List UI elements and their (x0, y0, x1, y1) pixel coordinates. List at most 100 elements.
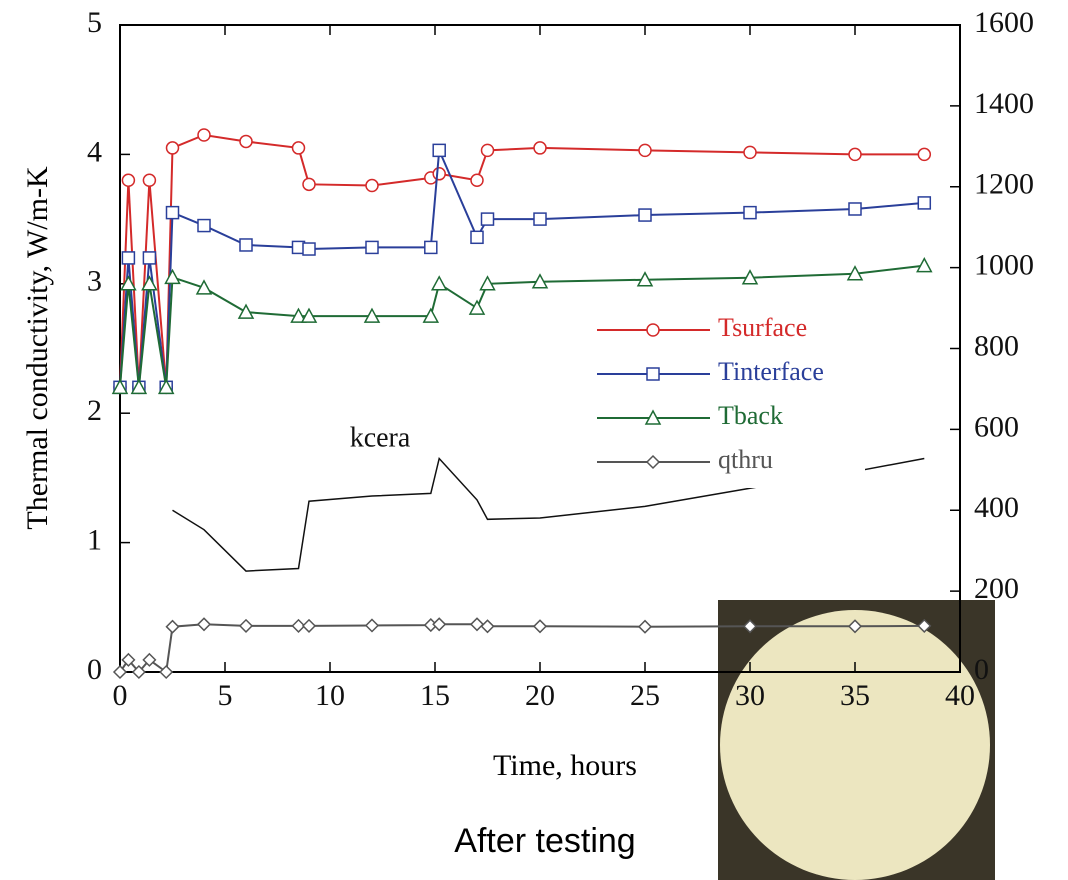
marker (364, 618, 380, 633)
marker (422, 307, 440, 323)
marker (197, 218, 211, 233)
series-line (172, 456, 925, 572)
x-axis-label: Time, hours (493, 749, 637, 782)
marker (532, 619, 548, 634)
y2-tick-label: 1600 (974, 6, 1034, 39)
y-tick-label: 5 (87, 6, 102, 39)
marker (164, 268, 181, 285)
y2-tick-label: 1400 (974, 87, 1034, 120)
marker (848, 147, 862, 162)
marker (301, 618, 317, 633)
marker (432, 167, 446, 181)
marker (120, 275, 137, 291)
marker (302, 242, 316, 256)
marker (430, 275, 448, 291)
marker (743, 205, 757, 220)
marker (916, 257, 933, 273)
x-tick-label: 35 (840, 679, 870, 712)
marker (142, 173, 157, 188)
marker (847, 619, 863, 634)
y-tick-label: 3 (87, 265, 102, 298)
marker (480, 212, 495, 226)
marker (131, 664, 146, 680)
x-tick-label: 5 (218, 679, 233, 712)
marker (470, 173, 484, 188)
marker (239, 134, 253, 149)
marker (533, 141, 547, 155)
marker (638, 208, 652, 222)
marker (159, 664, 174, 680)
marker (237, 303, 255, 319)
y2-tick-label: 200 (974, 572, 1019, 605)
marker (432, 617, 447, 632)
x-tick-label: 0 (113, 679, 128, 712)
y-tick-label: 0 (87, 653, 102, 686)
marker (432, 143, 446, 158)
marker (291, 141, 306, 155)
marker (165, 205, 180, 220)
marker (121, 251, 136, 265)
marker (302, 177, 316, 192)
x-tick-label: 20 (525, 679, 555, 712)
x-tick-label: 30 (735, 679, 765, 712)
y2-tick-label: 1000 (974, 249, 1034, 282)
marker (742, 619, 758, 634)
y2-tick-label: 1200 (974, 168, 1034, 201)
marker (363, 307, 381, 323)
y-tick-label: 1 (87, 523, 102, 556)
marker (165, 619, 180, 634)
marker (365, 240, 379, 255)
marker (291, 618, 306, 633)
x-tick-label: 25 (630, 679, 660, 712)
marker (638, 143, 652, 158)
marker (533, 212, 547, 226)
legend-label: Tback (718, 401, 783, 430)
marker (121, 652, 136, 667)
marker (743, 145, 757, 160)
y2-tick-label: 0 (974, 653, 989, 686)
marker (479, 275, 496, 291)
marker (239, 238, 253, 252)
x-tick-label: 15 (420, 679, 450, 712)
marker (917, 618, 932, 633)
series-line (119, 264, 925, 388)
x-tick-label: 10 (315, 679, 345, 712)
marker (195, 279, 213, 295)
marker (469, 617, 485, 632)
marker (741, 269, 759, 285)
marker (645, 454, 661, 470)
y2-tick-label: 400 (974, 491, 1019, 524)
legend-box (595, 310, 865, 488)
annotation: After testing (454, 822, 635, 860)
marker (142, 652, 157, 667)
y-tick-label: 4 (87, 135, 102, 168)
marker (424, 240, 438, 255)
y-tick-label: 2 (87, 394, 102, 427)
marker (646, 323, 660, 337)
marker (917, 147, 932, 162)
marker (121, 173, 136, 188)
x-tick-label: 40 (945, 679, 975, 712)
legend-label: qthru (718, 445, 773, 474)
marker (300, 307, 318, 323)
marker (636, 271, 654, 287)
y-axis-label: Thermal conductivity, W/m-K (21, 166, 54, 530)
series-annotation: kcera (350, 422, 411, 453)
series-line (119, 149, 925, 388)
marker (644, 409, 662, 425)
photo-sample (720, 610, 990, 880)
marker (531, 273, 549, 289)
marker (112, 664, 128, 680)
marker (141, 275, 158, 291)
legend-label: Tsurface (718, 313, 807, 342)
y2-tick-label: 800 (974, 329, 1019, 362)
series-line (119, 133, 925, 388)
marker (290, 307, 307, 323)
marker (917, 196, 932, 210)
marker (468, 299, 486, 315)
marker (480, 143, 495, 158)
marker (142, 251, 157, 265)
marker (165, 141, 180, 155)
marker (365, 178, 379, 193)
